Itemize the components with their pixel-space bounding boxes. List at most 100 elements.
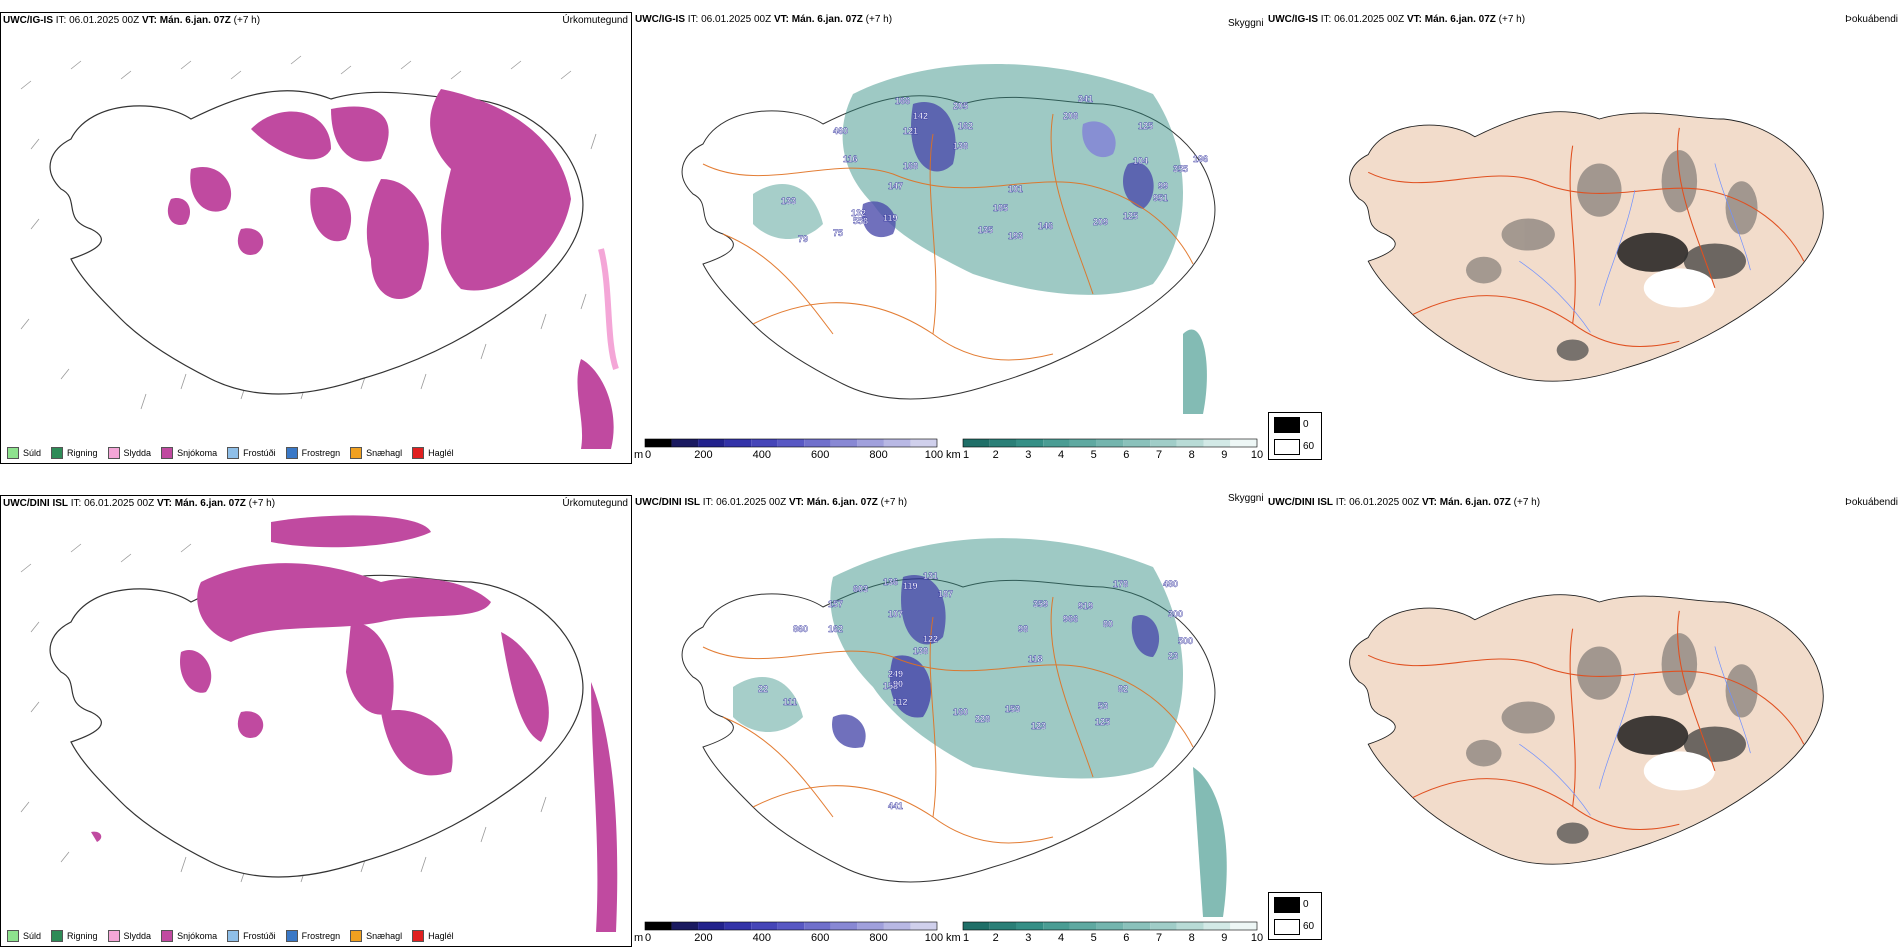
visibility-value-label: 249 [888,669,903,679]
legend-item-hail: Haglél [412,447,454,459]
visibility-value-label: 500 [1178,636,1193,646]
visibility-value-label: 90 [893,679,903,689]
colorbar-border [644,921,938,931]
colorbar-segment [804,922,831,930]
colorbar-segment [1203,922,1231,930]
legend-item-snow-pellets: Snæhagl [350,930,402,942]
fog-title: Þokuábendi [1845,14,1898,25]
precip-legend: Súld Rigning Slydda Snjókoma Frostúði Fr… [7,447,454,459]
fog-scale-swatch-light [1274,919,1300,935]
panel-header: UWC/DINI ISL IT: 06.01.2025 00Z VT: Mán.… [3,498,276,509]
colorbar-segment [724,439,752,447]
legend-swatch [350,930,363,942]
legend-swatch [412,447,425,459]
colorbar-segment [883,922,911,930]
fog-scale-swatch-dark [1274,417,1300,433]
visibility-value-label: 123 [1031,721,1046,731]
panel-header: UWC/DINI ISL IT: 06.01.2025 00Z VT: Mán.… [635,497,908,508]
visibility-value-label: 121 [903,126,918,136]
colorbar-segment [910,922,937,930]
colorbar-tick-label: 10 [1251,932,1263,944]
colorbar-segment [1123,922,1151,930]
colorbar-tick-label: 3 [1025,932,1031,944]
colorbar-border [644,438,938,448]
visibility-value-label: 79 [798,234,808,244]
colorbar-tick-label: 600 [811,449,829,461]
colorbar-border [962,921,1258,931]
legend-item-hail: Haglél [412,930,454,942]
colorbar-segment [1016,922,1044,930]
legend-item-rain: Rigning [51,930,98,942]
colorbar-segment [830,922,858,930]
visibility-value-label: 168 [903,161,918,171]
colorbar-tick-label: 5 [1091,449,1097,461]
visibility-value-label: 112 [893,697,908,707]
visibility-value-label: 441 [888,801,903,811]
colorbar-tick-label: 9 [1221,449,1227,461]
legend-swatch [412,930,425,942]
visibility-value-label: 153 [1005,704,1020,714]
legend-swatch [107,447,120,459]
legend-swatch [7,447,19,459]
legend-swatch [161,447,174,459]
visibility-value-label: 104 [1133,156,1148,166]
colorbar-segment [1123,439,1151,447]
colorbar-segment [698,439,725,447]
colorbar-tick-label: 2 [993,449,999,461]
visibility-value-label: 135 [978,225,993,235]
visibility-value-label: 162 [958,121,973,131]
colorbar-segment [698,922,725,930]
colorbar-m-svg: m0 200 400 600 800 1000 [634,438,949,461]
colorbar-segment [989,439,1017,447]
colorbar-segment [830,439,858,447]
fog-scale-bottom-label: 60 [1303,921,1315,932]
visibility-value-label: 355 [1173,164,1188,174]
visibility-value-label: 132 [851,208,866,218]
legend-swatch [51,447,64,459]
colorbar-segment [1043,439,1070,447]
colorbar-segment [910,439,937,447]
visibility-value-label: 142 [913,111,928,121]
visibility-title: Skyggni [1228,493,1264,504]
precip-legend: Súld Rigning Slydda Snjókoma Frostúði Fr… [7,930,454,942]
colorbar-segment [1016,439,1044,447]
visibility-value-label: 118 [1028,654,1043,664]
visibility-value-label: 75 [833,228,843,238]
fog-scale-swatch-light [1274,439,1300,455]
colorbar-unit: m [634,932,643,944]
visibility-value-label: 146 [1038,221,1053,231]
colorbar-segment [1176,439,1204,447]
colorbar-tick-label: 400 [753,449,771,461]
visibility-value-label: 166 [895,96,910,106]
colorbar-segment [671,922,699,930]
visibility-value-label: 53 [1098,701,1108,711]
colorbar-segment [804,439,831,447]
colorbar-tick-label: 1 [963,932,969,944]
colorbar-segment [989,922,1017,930]
visibility-value-label: 138 [913,646,928,656]
visibility-value-label: 558 [853,216,868,226]
colorbar-tick-label: 400 [753,932,771,944]
visibility-value-label: 196 [1193,154,1208,164]
colorbar-segment [645,922,672,930]
snow-areas [91,515,618,932]
legend-item-snow-pellets: Snæhagl [350,447,402,459]
visibility-value-label: 162 [828,624,843,634]
colorbar-segment [777,439,805,447]
colorbar-tick-label: 800 [869,932,887,944]
precip-title: Úrkomutegund [562,498,628,509]
visibility-value-label: 860 [793,624,808,634]
fog-scale-top-label: 0 [1303,419,1309,430]
visibility-value-label: 111 [783,697,797,707]
colorbar-tick-label: 1000 [925,932,943,944]
visibility-value-label: 228 [975,714,990,724]
visibility-value-label: 341 [1078,94,1093,104]
visibility-value-label: 208 [1063,111,1078,121]
colorbar-tick-label: 0 [645,932,651,944]
visibility-value-label: 147 [888,181,903,191]
fog-index-map [1349,111,1824,382]
panel-header: UWC/IG-IS IT: 06.01.2025 00Z VT: Mán. 6.… [635,14,893,25]
colorbar-tick-label: 800 [869,449,887,461]
